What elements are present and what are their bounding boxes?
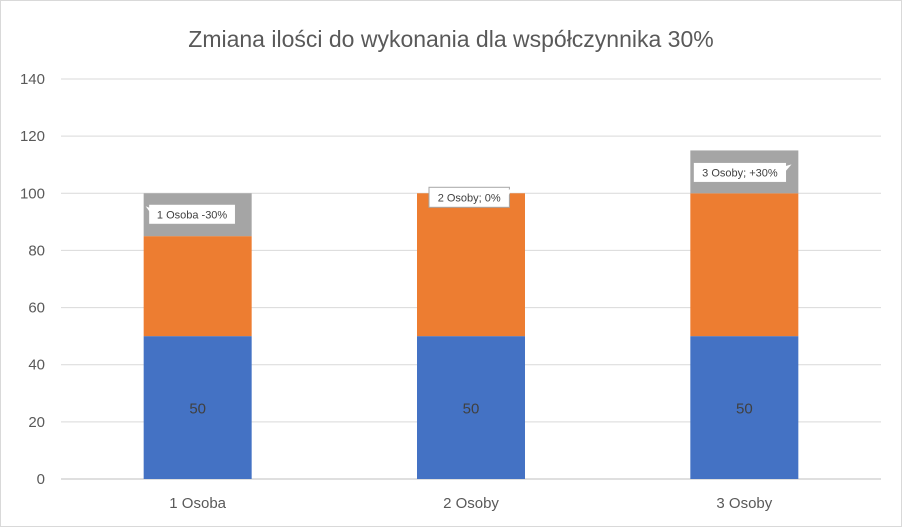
callout-label: 1 Osoba -30% [157,209,228,221]
bar-segment [417,193,525,337]
y-tick-label: 120 [20,128,45,145]
bar-segment [143,236,252,337]
y-tick-label: 40 [28,357,45,374]
y-tick-label: 60 [28,300,45,317]
y-tick-label: 100 [20,185,45,202]
y-tick-label: 0 [37,471,45,488]
data-label: 50 [189,401,206,418]
x-tick-label: 1 Osoba [169,495,226,512]
data-label: 50 [736,401,753,418]
bar-segment [690,336,799,479]
y-tick-label: 140 [20,71,45,88]
data-label: 50 [463,401,480,418]
callout-box [148,203,236,225]
y-tick-label: 20 [28,414,45,431]
x-tick-label: 3 Osoby [716,495,772,512]
callout-label: 2 Osoby; 0% [438,192,501,204]
bar-segment [417,336,525,479]
y-tick-label: 80 [28,242,45,259]
x-tick-label: 2 Osoby [443,495,499,512]
chart-title: Zmiana ilości do wykonania dla współczyn… [188,26,713,52]
bar-segment [690,193,799,337]
callout-label: 3 Osoby; +30% [702,167,778,179]
callout-box [428,186,510,208]
callout-box [692,161,788,183]
callout-pointer [507,185,515,198]
callout-pointer [784,164,792,173]
bar-segment [143,336,252,479]
callout-pointer [145,206,151,214]
